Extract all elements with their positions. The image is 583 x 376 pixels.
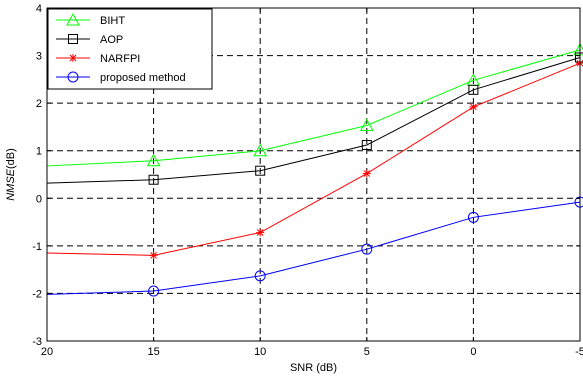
x-tick-label: 0 bbox=[470, 346, 476, 358]
y-tick-label: -1 bbox=[32, 241, 42, 253]
data-point-aop bbox=[361, 140, 372, 151]
data-point-proposed-method bbox=[148, 285, 160, 297]
x-tick-label: 10 bbox=[254, 346, 266, 358]
y-axis-label-unit: (dB) bbox=[5, 148, 17, 169]
plot-frame bbox=[46, 7, 581, 342]
y-tick-label: 1 bbox=[36, 146, 42, 158]
series-layer bbox=[46, 42, 583, 297]
legend-marker-narfpi bbox=[69, 54, 77, 62]
x-tick-label: 5 bbox=[364, 346, 370, 358]
data-point-aop bbox=[468, 84, 479, 95]
y-axis-label-italic: NMSE bbox=[5, 168, 17, 200]
legend-label-aop: AOP bbox=[100, 34, 123, 46]
series-line-proposed-method bbox=[46, 201, 581, 295]
x-tick-label: -5 bbox=[575, 346, 583, 358]
legend-label-biht: BIHT bbox=[100, 15, 125, 27]
series-line-narfpi bbox=[46, 62, 581, 256]
y-axis-label: NMSE(dB) bbox=[5, 148, 17, 201]
data-point-aop bbox=[255, 165, 266, 176]
series-narfpi bbox=[46, 59, 583, 260]
series-proposed-method bbox=[46, 196, 583, 297]
y-tick-label: 0 bbox=[36, 193, 42, 205]
data-point-narfpi bbox=[256, 228, 265, 237]
legend-box bbox=[47, 8, 213, 90]
y-tick-label: 2 bbox=[36, 98, 42, 110]
tick-labels: 20 15 10 5 0 -5 -3 -2 -1 0 1 2 3 4 bbox=[32, 3, 583, 358]
data-point-biht bbox=[359, 118, 374, 132]
data-point-aop bbox=[148, 174, 159, 185]
series-aop bbox=[46, 52, 583, 185]
legend-label-narfpi: NARFPI bbox=[100, 53, 140, 65]
y-tick-label: 3 bbox=[36, 51, 42, 63]
series-line-biht bbox=[46, 49, 581, 167]
y-tick-label: -3 bbox=[32, 336, 42, 348]
x-tick-label: 20 bbox=[41, 346, 53, 358]
data-point-narfpi bbox=[362, 169, 371, 178]
data-point-narfpi bbox=[149, 251, 158, 260]
y-tick-label: 4 bbox=[36, 3, 42, 15]
legend-marker-biht bbox=[66, 12, 80, 26]
data-point-narfpi bbox=[469, 102, 478, 111]
x-tick-label: 15 bbox=[147, 346, 159, 358]
legend-marker-aop bbox=[68, 34, 78, 44]
series-line-aop bbox=[46, 56, 581, 184]
legend-marker-proposed-method bbox=[67, 71, 79, 83]
y-tick-label: -2 bbox=[32, 288, 42, 300]
legend-label-proposed-method: proposed method bbox=[100, 72, 186, 84]
x-axis-label: SNR (dB) bbox=[290, 362, 337, 374]
data-point-proposed-method bbox=[254, 270, 266, 282]
data-point-proposed-method bbox=[361, 243, 373, 255]
legend: BIHT AOP NARFPI proposed method bbox=[47, 8, 213, 90]
data-point-proposed-method bbox=[467, 211, 479, 223]
data-point-biht bbox=[146, 153, 161, 167]
data-point-biht bbox=[253, 143, 268, 157]
